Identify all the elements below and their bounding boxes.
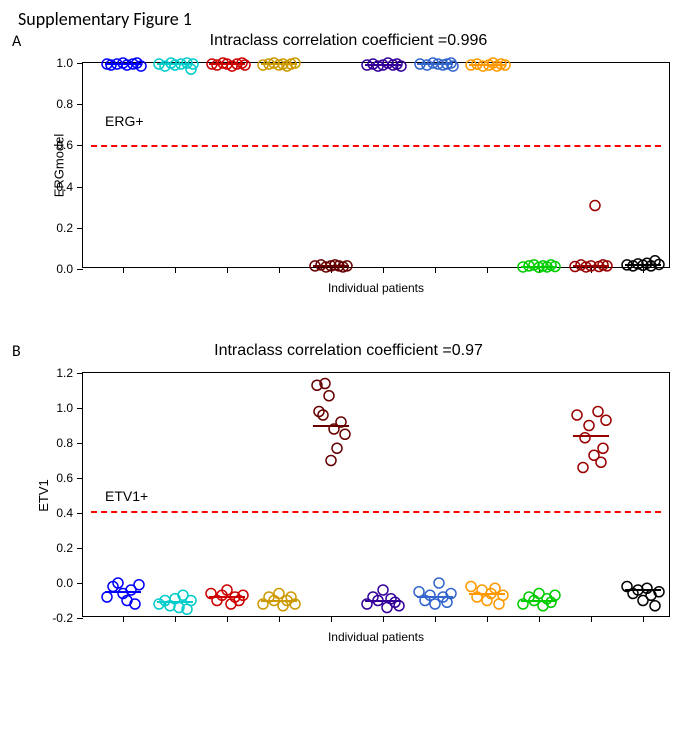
ytick-label: -0.2 [52, 611, 73, 625]
data-point [601, 415, 611, 425]
group-mean-bar [573, 435, 609, 437]
data-point [596, 457, 606, 467]
data-point [340, 429, 350, 439]
ytick-label: 0.6 [56, 471, 73, 485]
panel-a-plot-container: 0.00.20.40.60.81.0 ERG+ ERGmodel Individ… [82, 62, 670, 268]
data-point [378, 585, 388, 595]
panel-b-points-svg [83, 373, 671, 618]
group-mean-bar [365, 64, 401, 66]
supp-figure-title: Supplementary Figure 1 [0, 8, 697, 30]
panel-b: B Intraclass correlation coefficient =0.… [0, 342, 697, 662]
ytick-line [77, 269, 83, 270]
group-mean-bar [261, 600, 297, 602]
ytick-label: 1.0 [56, 56, 73, 70]
data-point [572, 410, 582, 420]
panel-b-plot-container: -0.20.00.20.40.60.81.01.2 ETV1+ ETV1 Ind… [82, 372, 670, 617]
group-mean-bar [261, 63, 297, 65]
group-mean-bar [469, 593, 505, 595]
panel-b-xlabel: Individual patients [83, 630, 669, 644]
ytick-label: 0.4 [56, 506, 73, 520]
ytick-label: 0.0 [56, 576, 73, 590]
data-point [434, 578, 444, 588]
data-point [332, 443, 342, 453]
data-point [584, 421, 594, 431]
group-mean-bar [417, 63, 453, 65]
group-mean-bar [157, 601, 193, 603]
panel-b-title: Intraclass correlation coefficient =0.97 [0, 342, 697, 360]
group-mean-bar [521, 266, 557, 268]
panel-a-ylabel: ERGmodel [51, 134, 66, 198]
group-mean-bar [417, 596, 453, 598]
ytick-label: 1.2 [56, 366, 73, 380]
group-mean-bar [313, 425, 349, 427]
group-mean-bar [625, 589, 661, 591]
group-mean-bar [469, 64, 505, 66]
ytick-label: 0.8 [56, 97, 73, 111]
data-point [326, 456, 336, 466]
data-point [422, 60, 432, 70]
group-mean-bar [521, 600, 557, 602]
data-point [590, 201, 600, 211]
group-mean-bar [625, 264, 661, 266]
data-point [134, 580, 144, 590]
ytick-label: 0.8 [56, 436, 73, 450]
group-mean-bar [209, 596, 245, 598]
panel-b-plot-frame: -0.20.00.20.40.60.81.01.2 ETV1+ ETV1 Ind… [82, 372, 670, 617]
panel-a-points-svg [83, 63, 671, 269]
group-mean-bar [573, 265, 609, 267]
group-mean-bar [157, 63, 193, 65]
data-point [650, 601, 660, 611]
data-point [324, 391, 334, 401]
panel-a-title: Intraclass correlation coefficient =0.99… [0, 32, 697, 50]
ytick-label: 0.2 [56, 221, 73, 235]
data-point [102, 592, 112, 602]
ytick-line [77, 618, 83, 619]
panel-b-ylabel: ETV1 [36, 479, 51, 512]
panel-a-plot-frame: 0.00.20.40.60.81.0 ERG+ ERGmodel Individ… [82, 62, 670, 268]
group-mean-bar [209, 63, 245, 65]
data-point [466, 582, 476, 592]
data-point [578, 463, 588, 473]
panel-a-xlabel: Individual patients [83, 281, 669, 295]
group-mean-bar [105, 591, 141, 593]
group-mean-bar [105, 63, 141, 65]
panel-a: A Intraclass correlation coefficient =0.… [0, 32, 697, 312]
ytick-label: 0.2 [56, 541, 73, 555]
data-point [593, 407, 603, 417]
data-point [598, 443, 608, 453]
ytick-label: 1.0 [56, 401, 73, 415]
group-mean-bar [365, 600, 401, 602]
group-mean-bar [313, 265, 349, 267]
ytick-label: 0.0 [56, 262, 73, 276]
